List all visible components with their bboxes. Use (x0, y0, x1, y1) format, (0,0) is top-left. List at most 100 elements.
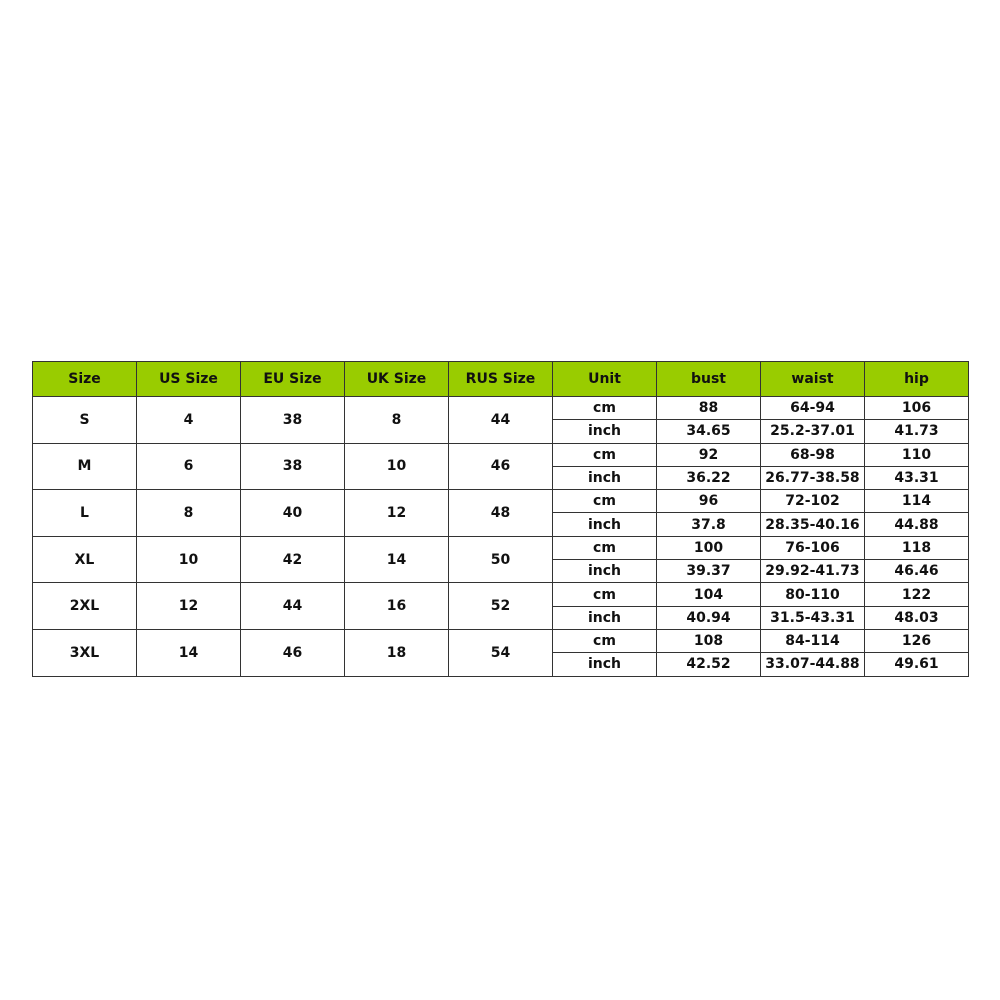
hip-cell: 44.88 (864, 512, 969, 537)
unit-cell: cm (552, 582, 657, 607)
hip-cell: 48.03 (864, 605, 969, 630)
size-cell: XL (32, 535, 137, 584)
us-cell: 14 (136, 628, 241, 677)
us-cell: 10 (136, 535, 241, 584)
rus-cell: 46 (448, 442, 553, 491)
uk-cell: 16 (344, 582, 449, 630)
bust-cell: 37.8 (656, 512, 761, 537)
table-row: 2XL 12 44 16 52 cm 104 80-110 122 (32, 582, 969, 630)
us-cell: 8 (136, 489, 241, 537)
bust-cell: 92 (656, 442, 761, 467)
eu-cell: 44 (240, 582, 345, 630)
header-cell: hip (864, 361, 969, 397)
size-cell: M (32, 442, 137, 491)
hip-cell: 106 (864, 395, 969, 421)
waist-cell: 33.07-44.88 (760, 652, 865, 677)
header-cell: Size (32, 361, 137, 397)
table-row: inch 42.52 33.07-44.88 49.61 (33, 652, 969, 677)
header-row: Size US Size EU Size UK Size RUS Size Unit bus… (32, 361, 969, 397)
size-cell: 3XL (32, 628, 137, 677)
size-cell: L (32, 489, 137, 537)
bust-cell: 34.65 (656, 419, 761, 444)
bust-cell: 108 (656, 628, 761, 654)
table-row: XL 10 42 14 50 cm 100 76-106 118 (32, 535, 969, 584)
unit-cell: inch (552, 419, 657, 444)
waist-cell: 29.92-41.73 (760, 559, 865, 584)
bust-cell: 36.22 (656, 465, 761, 491)
bust-cell: 42.52 (656, 652, 761, 677)
header-cell: bust (656, 361, 761, 397)
bust-cell: 96 (656, 489, 761, 514)
hip-cell: 114 (864, 489, 969, 514)
unit-cell: inch (552, 559, 657, 584)
table-row: inch 34.65 25.2-37.01 41.73 (33, 419, 969, 444)
table-row: S 4 38 8 44 cm 88 64-94 106 (32, 395, 969, 444)
eu-cell: 46 (240, 628, 345, 677)
table-row: inch 39.37 29.92-41.73 46.46 (33, 559, 969, 584)
eu-cell: 38 (240, 396, 345, 444)
header-cell: UK Size (344, 361, 449, 397)
waist-cell: 68-98 (760, 442, 865, 467)
unit-cell: inch (552, 512, 657, 537)
bust-cell: 100 (656, 535, 761, 561)
us-cell: 6 (136, 442, 241, 491)
size-cell: S (32, 396, 137, 444)
header-cell: EU Size (240, 361, 345, 397)
eu-cell: 38 (240, 442, 345, 491)
unit-cell: cm (552, 395, 657, 421)
unit-cell: inch (552, 652, 657, 677)
hip-cell: 46.46 (864, 559, 969, 584)
table-row: inch 36.22 26.77-38.58 43.31 (33, 465, 969, 491)
waist-cell: 64-94 (760, 395, 865, 421)
uk-cell: 18 (344, 628, 449, 677)
us-cell: 4 (136, 396, 241, 444)
hip-cell: 118 (864, 535, 969, 561)
hip-cell: 43.31 (864, 465, 969, 491)
bust-cell: 39.37 (656, 559, 761, 584)
hip-cell: 41.73 (864, 419, 969, 444)
rus-cell: 50 (448, 535, 553, 584)
size-chart-table: Size US Size EU Size UK Size RUS Size Unit bus… (32, 361, 969, 677)
table-row: 3XL 14 46 18 54 cm 108 84-114 126 (32, 628, 969, 677)
rus-cell: 54 (448, 628, 553, 677)
waist-cell: 76-106 (760, 535, 865, 561)
eu-cell: 40 (240, 489, 345, 537)
hip-cell: 49.61 (864, 652, 969, 677)
unit-cell: inch (552, 465, 657, 491)
bust-cell: 40.94 (656, 605, 761, 630)
header-cell: RUS Size (448, 361, 553, 397)
hip-cell: 122 (864, 582, 969, 607)
hip-cell: 126 (864, 628, 969, 654)
rus-cell: 44 (448, 396, 553, 444)
uk-cell: 8 (344, 396, 449, 444)
unit-cell: cm (552, 535, 657, 561)
uk-cell: 12 (344, 489, 449, 537)
rus-cell: 52 (448, 582, 553, 630)
waist-cell: 25.2-37.01 (760, 419, 865, 444)
unit-cell: cm (552, 442, 657, 467)
unit-cell: cm (552, 628, 657, 654)
uk-cell: 14 (344, 535, 449, 584)
waist-cell: 84-114 (760, 628, 865, 654)
header-cell: waist (760, 361, 865, 397)
hip-cell: 110 (864, 442, 969, 467)
header-cell: US Size (136, 361, 241, 397)
us-cell: 12 (136, 582, 241, 630)
table-row: L 8 40 12 48 cm 96 72-102 114 (32, 489, 969, 537)
eu-cell: 42 (240, 535, 345, 584)
size-cell: 2XL (32, 582, 137, 630)
waist-cell: 31.5-43.31 (760, 605, 865, 630)
table-row: M 6 38 10 46 cm 92 68-98 110 (32, 442, 969, 491)
bust-cell: 88 (656, 395, 761, 421)
waist-cell: 26.77-38.58 (760, 465, 865, 491)
uk-cell: 10 (344, 442, 449, 491)
unit-cell: inch (552, 605, 657, 630)
bust-cell: 104 (656, 582, 761, 607)
table-row: inch 40.94 31.5-43.31 48.03 (33, 605, 969, 630)
header-cell: Unit (552, 361, 657, 397)
waist-cell: 72-102 (760, 489, 865, 514)
unit-cell: cm (552, 489, 657, 514)
rus-cell: 48 (448, 489, 553, 537)
waist-cell: 28.35-40.16 (760, 512, 865, 537)
table-row: inch 37.8 28.35-40.16 44.88 (33, 512, 969, 537)
